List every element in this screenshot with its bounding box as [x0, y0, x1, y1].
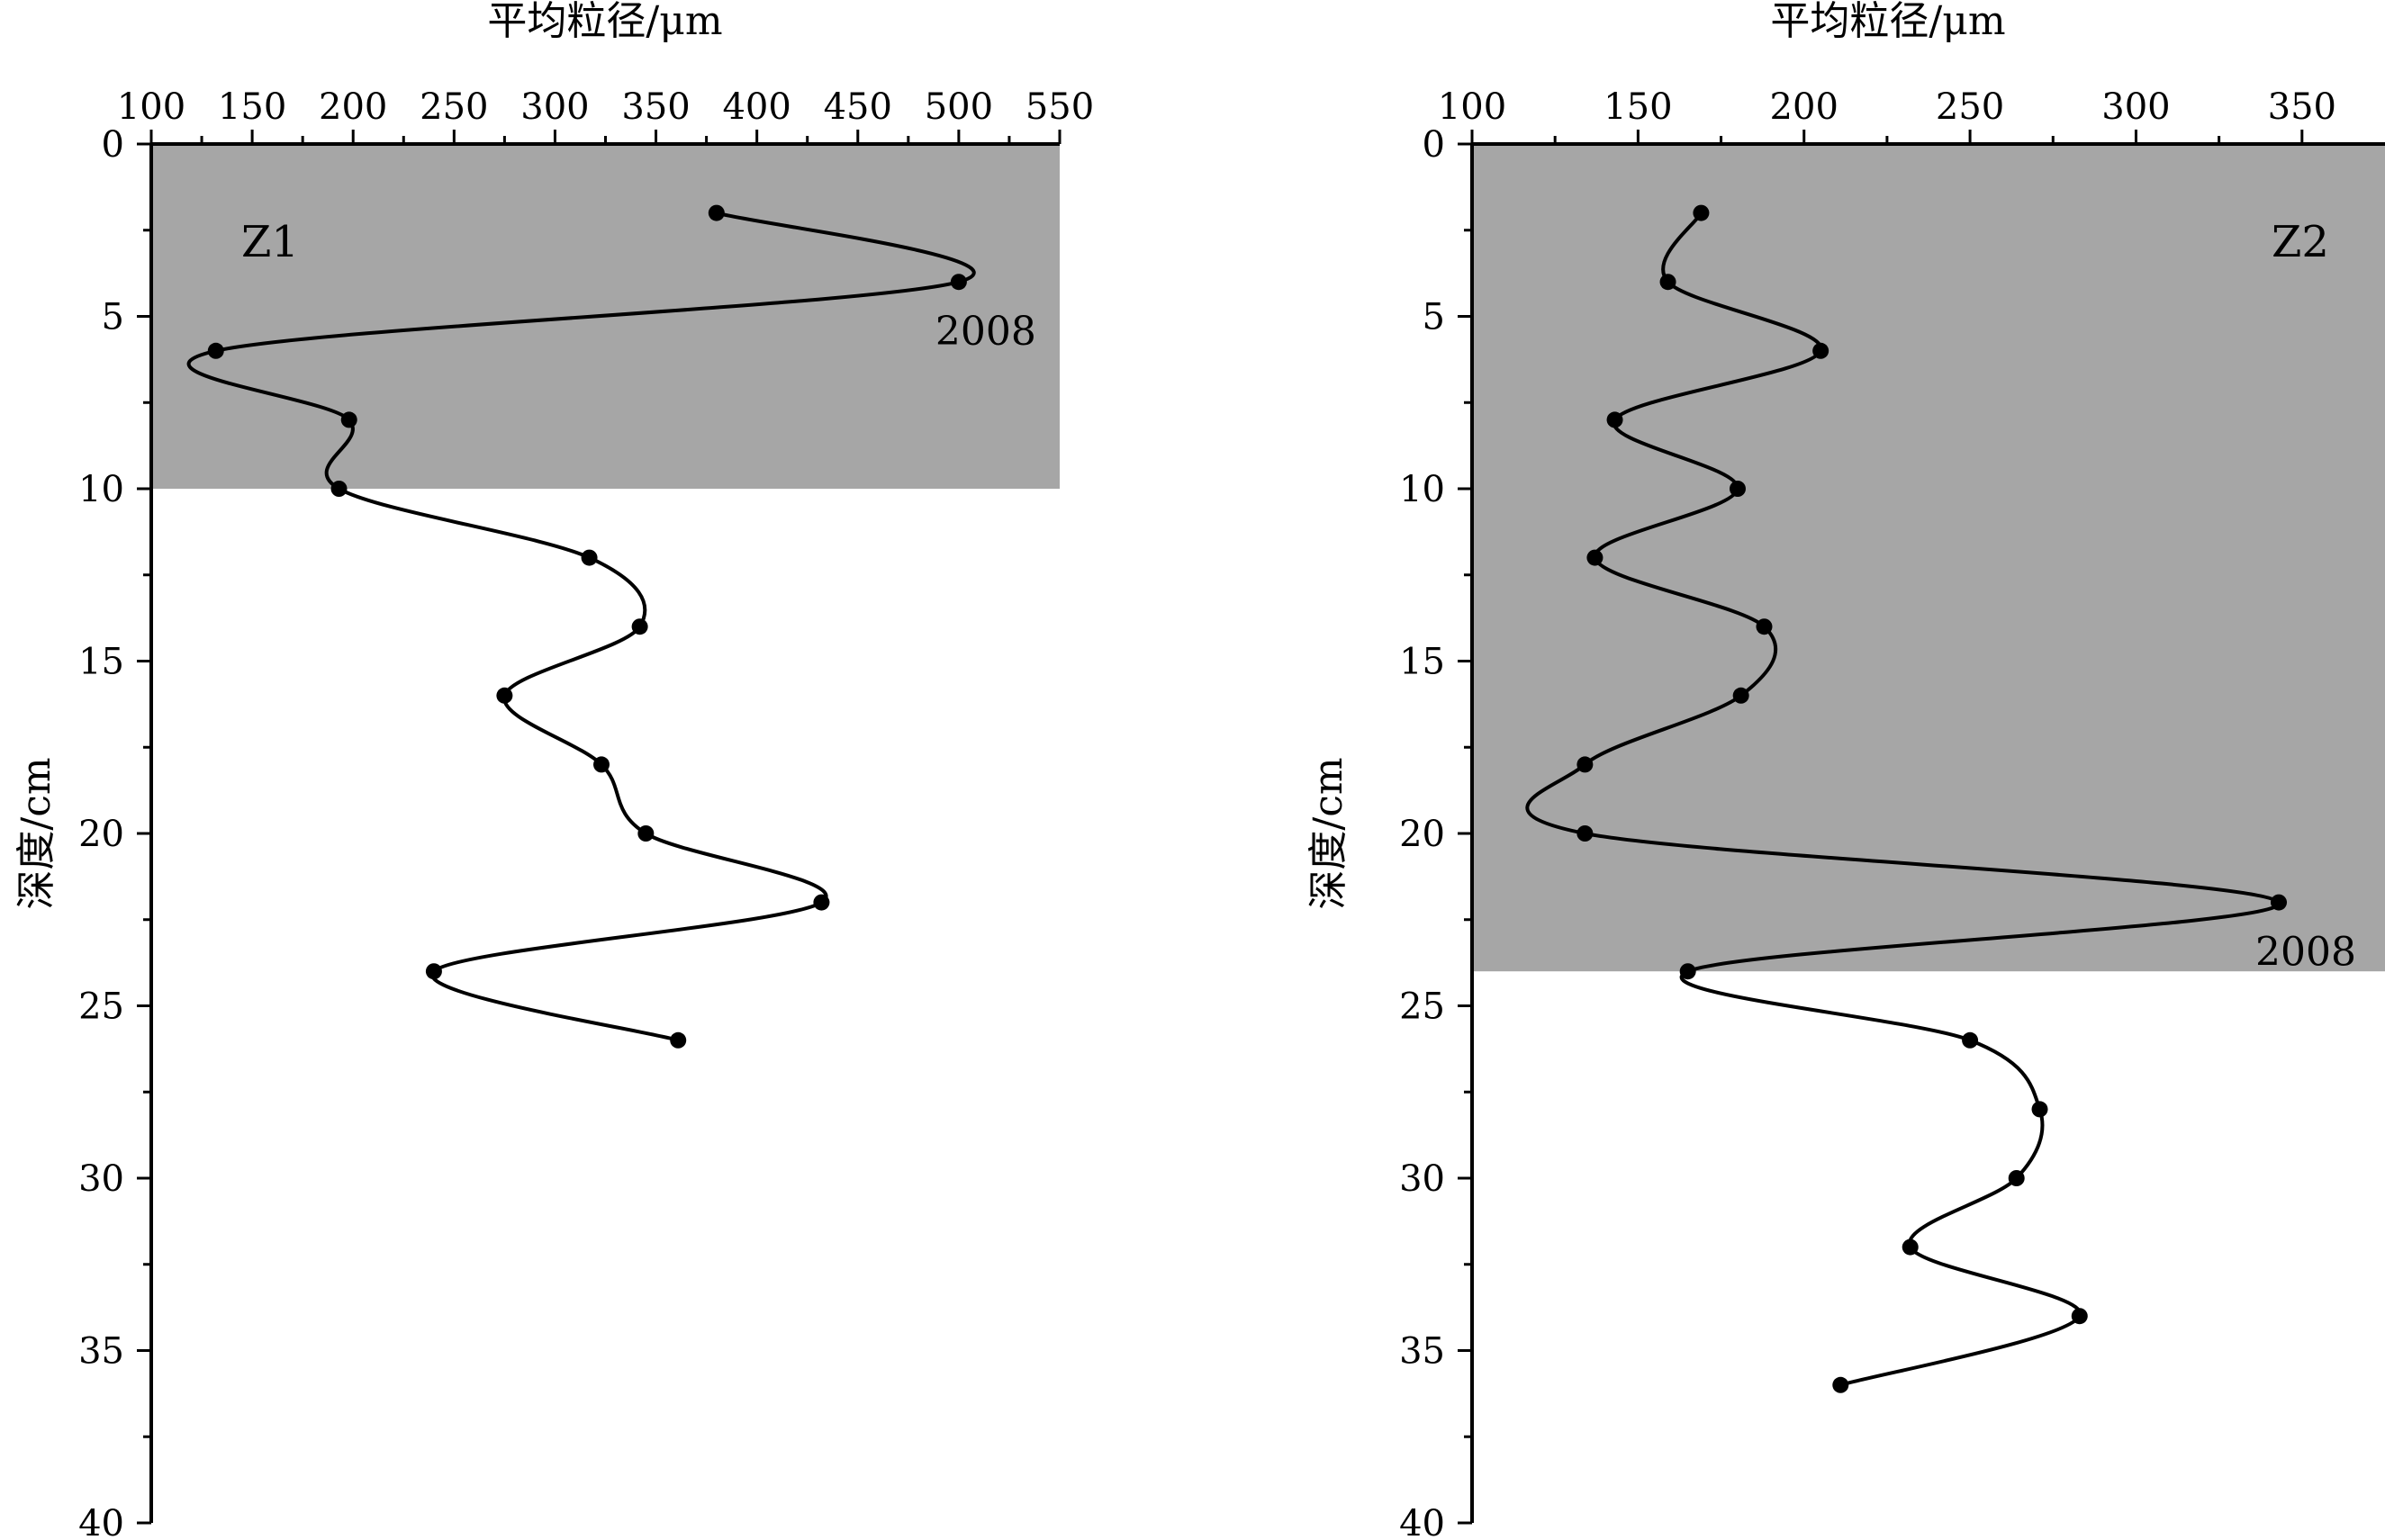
y-tick-label: 30: [1399, 1158, 1445, 1200]
y-axis-title: 深度/cm: [1305, 757, 1351, 909]
x-tick-label: 450: [824, 86, 892, 128]
x-tick-label: 200: [1770, 86, 1838, 128]
y-tick-label: 5: [1423, 297, 1445, 338]
y-tick-label: 25: [1399, 986, 1445, 1028]
data-point: [1732, 687, 1749, 704]
data-point: [1812, 342, 1829, 359]
data-point: [207, 342, 224, 359]
annotation-year: 2008: [2255, 930, 2356, 976]
data-point: [330, 481, 348, 497]
x-tick-label: 150: [218, 86, 286, 128]
x-tick-label: 100: [117, 86, 185, 128]
x-tick-label: 350: [621, 86, 690, 128]
data-point: [1679, 963, 1696, 980]
x-axis-title: 平均粒径/μm: [487, 0, 722, 44]
data-point: [2008, 1170, 2025, 1186]
data-point: [1729, 481, 1746, 497]
data-point: [1659, 274, 1676, 291]
data-point: [1576, 756, 1594, 773]
panel-label: Z1: [241, 217, 299, 267]
x-tick-label: 150: [1604, 86, 1672, 128]
data-point: [425, 963, 442, 980]
x-tick-label: 100: [1438, 86, 1506, 128]
x-tick-label: 300: [520, 86, 589, 128]
x-tick-label: 500: [925, 86, 993, 128]
y-tick-label: 10: [78, 469, 124, 510]
y-tick-label: 10: [1399, 469, 1445, 510]
x-tick-label: 200: [319, 86, 387, 128]
data-point: [813, 894, 830, 911]
data-point: [708, 204, 725, 221]
x-tick-label: 250: [420, 86, 488, 128]
y-tick-label: 35: [1399, 1331, 1445, 1373]
data-point: [496, 687, 513, 704]
series-line: [186, 211, 976, 1042]
x-tick-label: 350: [2268, 86, 2336, 128]
data-point: [1832, 1376, 1849, 1393]
data-point: [1693, 204, 1710, 221]
x-tick-label: 300: [2101, 86, 2170, 128]
data-point: [1576, 825, 1594, 842]
data-point: [1962, 1031, 1979, 1049]
x-tick-label: 400: [722, 86, 790, 128]
data-point: [593, 756, 610, 773]
y-tick-label: 40: [1399, 1503, 1445, 1540]
x-tick-label: 550: [1025, 86, 1094, 128]
data-point: [581, 549, 598, 566]
data-point: [637, 825, 655, 842]
y-axis-title: 深度/cm: [14, 757, 59, 909]
panel-z2: 100 150 200 250 300 350 0 5 10 15 20 25 30 35 40 平均粒径/μ…: [1305, 0, 2385, 1540]
data-point: [340, 411, 357, 428]
y-tick-label: 15: [78, 642, 124, 683]
data-point: [1902, 1238, 1919, 1256]
data-point: [2031, 1101, 2048, 1118]
shaded-region: [1472, 144, 2385, 972]
y-tick-label: 30: [78, 1158, 124, 1200]
y-tick-label: 0: [102, 124, 124, 166]
y-tick-label: 15: [1399, 642, 1445, 683]
data-point: [2271, 894, 2288, 911]
y-tick-label: 0: [1423, 124, 1445, 166]
panel-z1: 100 150 200 250 300 350 400 450 500 550 0 5 10 15 20 25…: [14, 0, 1094, 1540]
data-point: [670, 1031, 687, 1049]
data-point: [1756, 618, 1773, 635]
y-tick-label: 25: [78, 986, 124, 1028]
data-point: [950, 274, 967, 291]
y-tick-label: 20: [78, 814, 124, 855]
y-tick-label: 35: [78, 1331, 124, 1373]
panel-label: Z2: [2272, 217, 2329, 267]
x-axis-title: 平均粒径/μm: [1770, 0, 2005, 44]
data-point: [1606, 411, 1623, 428]
data-point: [631, 618, 648, 635]
x-tick-label: 250: [1936, 86, 2004, 128]
y-tick-label: 20: [1399, 814, 1445, 855]
y-tick-label: 5: [102, 297, 124, 338]
data-point: [1586, 549, 1604, 566]
y-tick-label: 40: [78, 1503, 124, 1540]
data-point: [2071, 1308, 2088, 1325]
annotation-year: 2008: [935, 309, 1036, 355]
